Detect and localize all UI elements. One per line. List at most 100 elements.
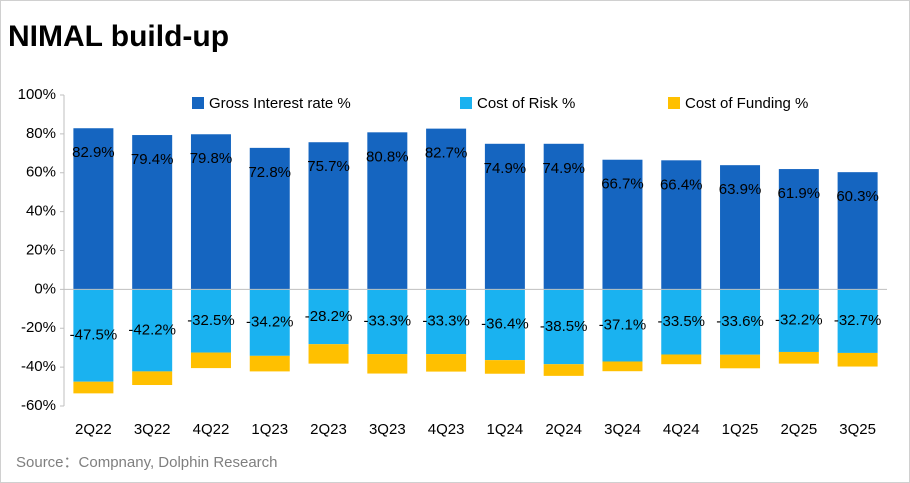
x-tick-label: 2Q22 [75,421,112,438]
y-tick-label: 80% [26,125,56,142]
bar [484,289,525,361]
x-tick-label: 3Q22 [134,421,171,438]
value-label: -33.6% [716,313,764,330]
value-label: -32.5% [187,312,235,329]
y-tick-label: -20% [21,319,56,336]
x-tick-label: 3Q23 [369,421,406,438]
x-tick-label: 3Q24 [604,421,641,438]
bar [543,289,584,365]
bar [661,289,702,355]
x-tick-label: 4Q22 [193,421,230,438]
source: Source：Compnany, Dolphin Research [16,454,278,471]
y-tick-label: 20% [26,241,56,258]
value-label: -34.2% [246,314,294,331]
legend-swatch [460,97,472,109]
bar [73,381,114,394]
value-label: 74.9% [484,160,527,177]
bar [73,128,114,290]
y-tick-label: 0% [34,280,56,297]
x-tick-label: 4Q24 [663,421,700,438]
y-tick-label: 100% [18,86,56,103]
value-label: -28.2% [305,308,353,325]
x-tick-label: 2Q25 [780,421,817,438]
bar [367,132,408,290]
value-label: -38.5% [540,318,588,335]
value-label: 82.9% [72,144,115,161]
value-label: 75.7% [307,158,350,175]
y-tick-label: 40% [26,203,56,220]
value-label: 63.9% [719,181,762,198]
bar [367,354,408,374]
legend-swatch [668,97,680,109]
y-tick-label: 60% [26,164,56,181]
value-label: -37.1% [599,316,647,333]
bar [543,364,584,376]
chart-title: NIMAL build-up [8,20,229,53]
x-tick-label: 1Q23 [251,421,288,438]
bar [249,147,290,290]
bar [249,355,290,372]
bar [778,351,819,364]
bar [778,289,819,352]
x-tick-label: 1Q25 [722,421,759,438]
x-tick-label: 4Q23 [428,421,465,438]
bar [720,354,761,369]
bar [308,289,349,345]
bar [132,371,173,386]
bar [132,289,173,372]
value-label: -36.4% [481,316,529,333]
value-label: -47.5% [70,327,118,344]
bar [367,289,408,355]
bar [308,344,349,364]
value-label: 66.4% [660,176,703,193]
legend-label: Cost of Risk % [477,95,575,112]
bar [484,143,525,290]
bar [837,172,878,290]
bar [837,352,878,367]
bar [190,352,231,369]
bar [602,361,643,372]
bar [73,289,114,382]
value-label: -33.3% [422,313,470,330]
value-label: 72.8% [248,164,291,181]
value-label: -33.3% [364,313,412,330]
bar [720,165,761,290]
bar [661,354,702,365]
bar [190,289,231,353]
bar [602,159,643,290]
bar [720,289,761,355]
legend-label: Gross Interest rate % [209,95,351,112]
x-tick-label: 1Q24 [487,421,524,438]
bar [426,289,467,355]
legend-label: Cost of Funding % [685,95,808,112]
bar [778,169,819,290]
bar [426,354,467,372]
y-tick-label: -40% [21,358,56,375]
bar [661,160,702,290]
value-label: 66.7% [601,176,644,193]
value-label: -32.2% [775,312,823,329]
y-tick-label: -60% [21,397,56,414]
value-label: 82.7% [425,145,468,162]
bar [543,143,584,290]
bar [132,135,173,290]
value-label: 80.8% [366,148,409,165]
bar [190,134,231,290]
value-label: 74.9% [542,160,585,177]
bar [837,289,878,353]
bar [602,289,643,362]
value-label: -33.5% [657,313,705,330]
value-label: 61.9% [778,185,821,202]
bar [249,289,290,356]
bar [426,128,467,290]
bar [484,360,525,374]
bar [308,142,349,290]
x-tick-label: 2Q23 [310,421,347,438]
value-label: 60.3% [836,188,879,205]
value-label: -42.2% [128,321,176,338]
value-label: 79.8% [190,150,233,167]
value-label: 79.4% [131,151,174,168]
x-tick-label: 2Q24 [545,421,582,438]
value-label: -32.7% [834,312,882,329]
